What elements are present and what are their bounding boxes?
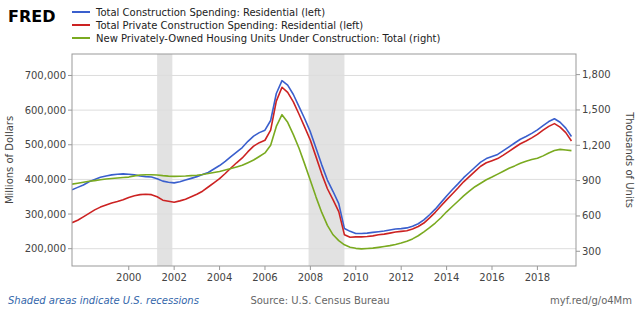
- x-tick: [401, 266, 402, 270]
- x-tick: [537, 266, 538, 270]
- shaded-band: [309, 54, 345, 266]
- x-tick: [174, 266, 175, 270]
- legend: Total Construction Spending: Residential…: [72, 7, 440, 44]
- y2-tick-label: 1,800: [582, 69, 611, 80]
- y2-axis-label: Thousands of Units: [624, 111, 635, 208]
- footnote: myf.red/g/o4Mm: [550, 295, 632, 306]
- footnote: Shaded areas indicate U.S. recessions: [8, 295, 199, 306]
- y-tick: [68, 110, 72, 111]
- grid-line: [72, 214, 576, 215]
- x-tick-label: 2016: [479, 272, 504, 283]
- x-tick: [355, 266, 356, 270]
- grid-line: [72, 248, 576, 249]
- footnote: Source: U.S. Census Bureau: [250, 295, 389, 306]
- x-tick-label: 2002: [161, 272, 186, 283]
- x-tick: [264, 266, 265, 270]
- x-tick: [310, 266, 311, 270]
- x-tick-label: 2006: [252, 272, 277, 283]
- y2-tick: [576, 109, 580, 110]
- y2-tick-label: 600: [582, 210, 601, 221]
- legend-label: Total Construction Spending: Residential…: [95, 7, 325, 18]
- x-tick-label: 2018: [525, 272, 550, 283]
- series-line: [72, 87, 571, 237]
- y-tick-label: 400,000: [25, 174, 66, 185]
- x-tick-label: 2012: [388, 272, 413, 283]
- series-line: [72, 115, 571, 249]
- grid-line: [72, 110, 576, 111]
- y2-tick-label: 900: [582, 175, 601, 186]
- y-tick-label: 700,000: [25, 70, 66, 81]
- x-tick-label: 2008: [298, 272, 323, 283]
- y2-tick: [576, 251, 580, 252]
- y2-tick: [576, 215, 580, 216]
- legend-swatch: [72, 11, 90, 13]
- legend-label: New Privately-Owned Housing Units Under …: [96, 33, 440, 44]
- y-tick: [68, 214, 72, 215]
- y2-tick: [576, 74, 580, 75]
- y-tick: [68, 144, 72, 145]
- x-tick: [128, 266, 129, 270]
- grid-line: [72, 75, 576, 76]
- x-tick-label: 2004: [207, 272, 232, 283]
- x-tick: [492, 266, 493, 270]
- y2-tick-label: 300: [582, 246, 601, 257]
- y-tick-label: 600,000: [25, 105, 66, 116]
- y2-tick: [576, 145, 580, 146]
- y2-tick-label: 1,200: [582, 140, 611, 151]
- title: FRED: [8, 7, 55, 26]
- x-tick: [219, 266, 220, 270]
- legend-label: Total Private Construction Spending: Res…: [95, 20, 363, 31]
- y-tick: [68, 75, 72, 76]
- legend-swatch: [72, 24, 90, 26]
- y-tick: [68, 248, 72, 249]
- grid-line: [72, 144, 576, 145]
- y-tick-label: 500,000: [25, 139, 66, 150]
- y2-tick: [576, 180, 580, 181]
- y-tick: [68, 179, 72, 180]
- shaded-band: [157, 54, 172, 266]
- x-tick-label: 2010: [343, 272, 368, 283]
- y-axis-label: Millions of Dollars: [4, 116, 15, 204]
- legend-swatch: [72, 37, 90, 39]
- x-tick-label: 2014: [434, 272, 459, 283]
- x-tick-label: 2000: [116, 272, 141, 283]
- x-tick: [446, 266, 447, 270]
- y-tick-label: 200,000: [25, 243, 66, 254]
- chart: 200,000 300,000 400,000 500,000 600,000 700,0…: [0, 0, 640, 311]
- y2-tick-label: 1,500: [582, 104, 611, 115]
- y-tick-label: 300,000: [25, 209, 66, 220]
- plot-frame: [72, 54, 576, 266]
- plot-area: [72, 54, 576, 266]
